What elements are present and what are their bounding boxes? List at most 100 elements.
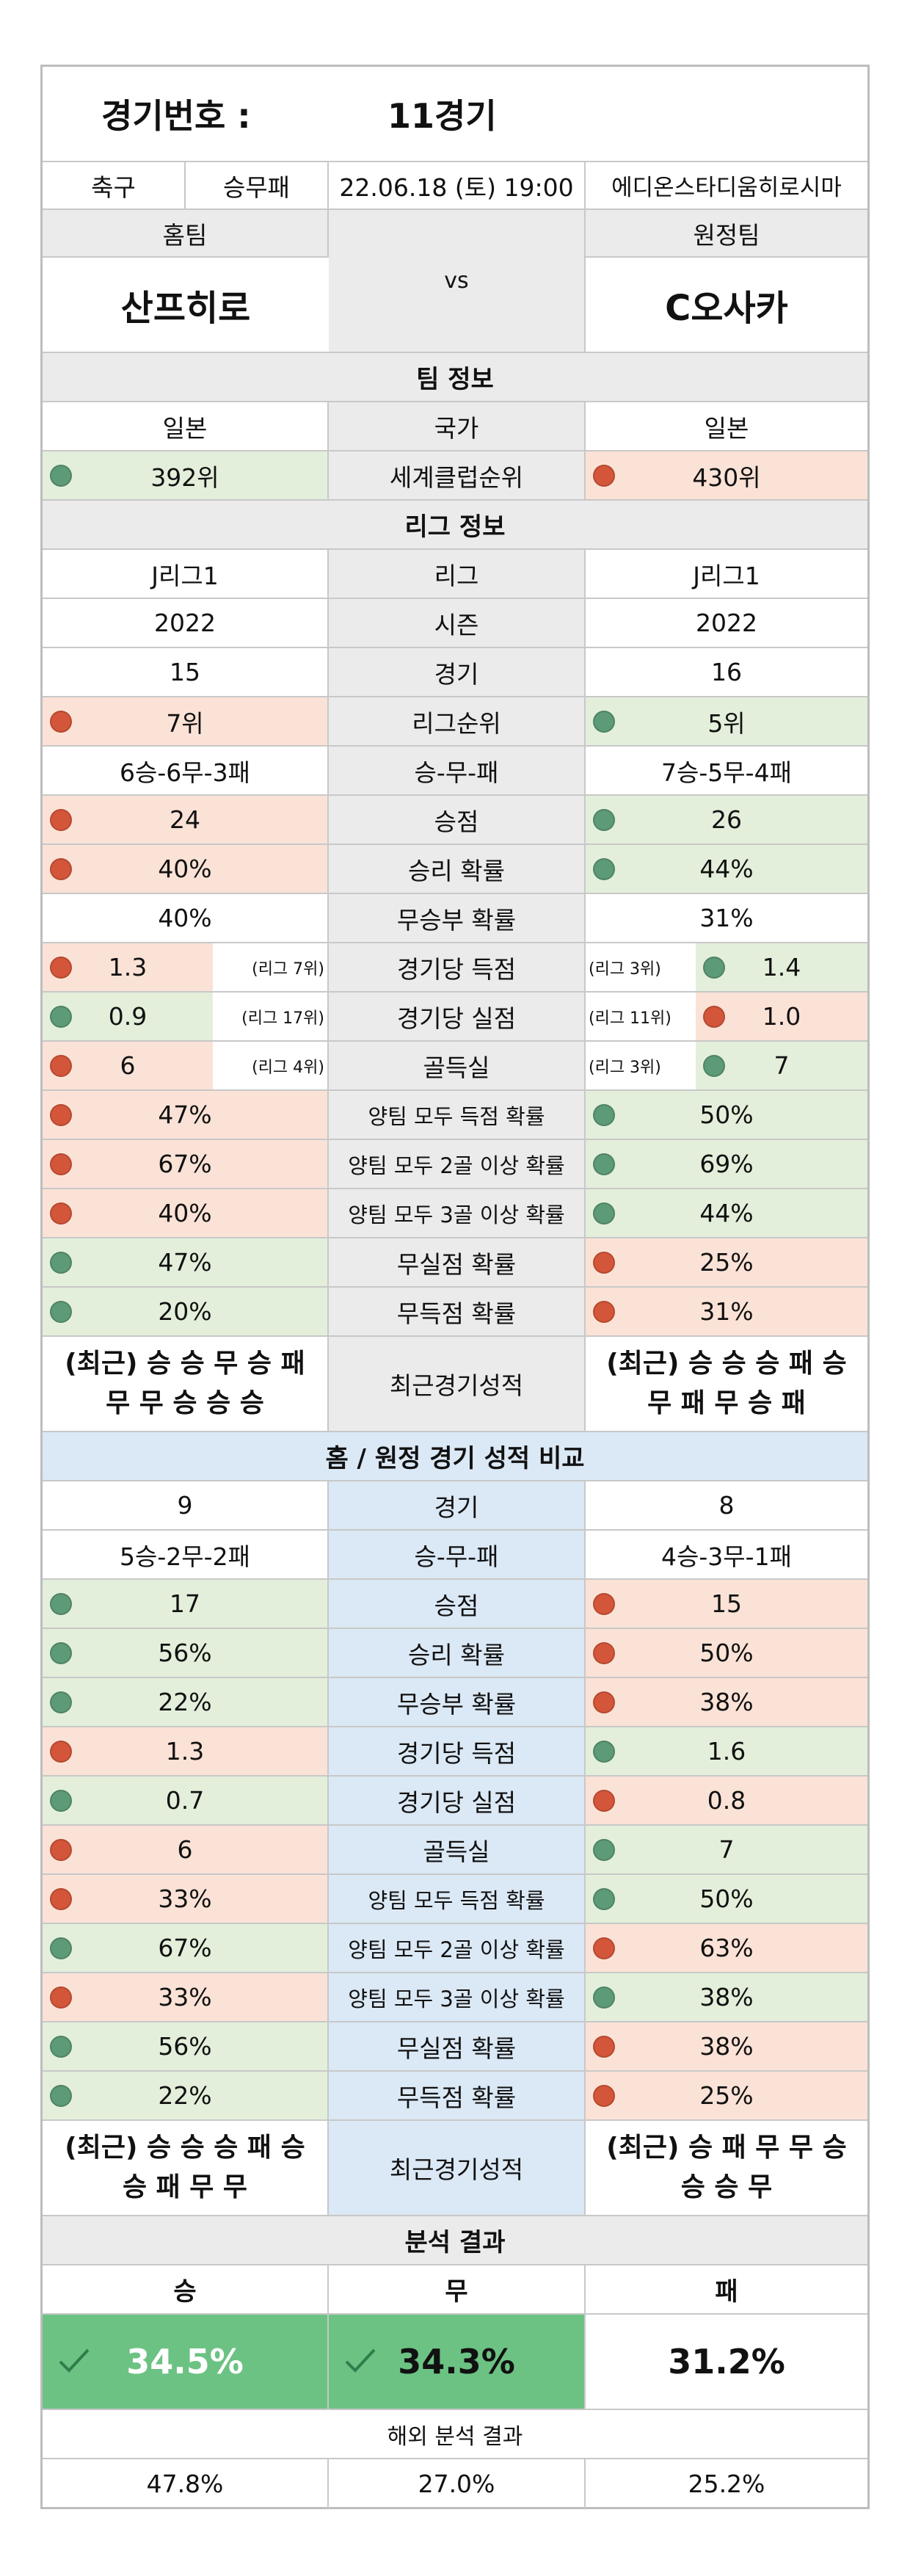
homeaway-11-label: 무실점 확률	[329, 2022, 586, 2072]
league-1-label: 시즌	[329, 599, 586, 648]
homeaway-recent-away-line2: 승 승 무	[680, 2172, 773, 2202]
league-split-0-away-rank: (리그 3위)	[589, 959, 661, 979]
homeaway-3-row: 56% 승리 확률 50%	[43, 1629, 867, 1678]
overseas-loss: 25.2%	[688, 2470, 765, 2498]
league-split-0-home-value: 1.3	[108, 953, 148, 982]
result-title: 분석 결과	[43, 2216, 867, 2265]
homeaway-8-away-value: 50%	[699, 1884, 754, 1913]
league-1-away-cell: 2022	[586, 599, 867, 648]
homeaway-recent-away-line1: (최근) 승 패 무 무 승	[606, 2133, 847, 2163]
homeaway-2-home-cell: 17	[43, 1580, 329, 1629]
homeaway-12-row: 22% 무득점 확률 25%	[43, 2072, 867, 2121]
league-prob-1-row: 67% 양팀 모두 2골 이상 확률 69%	[43, 1140, 867, 1189]
league-4-away-cell: 7승-5무-4패	[586, 747, 867, 796]
homeaway-4-away-value: 38%	[699, 1688, 754, 1716]
homeaway-7-row: 6 골득실 7	[43, 1826, 867, 1875]
league-4-home-value: 6승-6무-3패	[120, 758, 250, 787]
win-result-cell: 34.5%	[43, 2315, 329, 2410]
draw-label: 무	[329, 2265, 586, 2315]
league-5-away-value: 26	[711, 805, 742, 834]
homeaway-8-away-cell: 50%	[586, 1875, 867, 1924]
league-1-away-value: 2022	[696, 609, 757, 637]
match-analysis-card: 경기번호 : 11경기 축구 승무패 22.06.18 (토) 19:00 에디…	[40, 65, 870, 2509]
league-prob-1-label: 양팀 모두 2골 이상 확률	[329, 1140, 586, 1189]
homeaway-1-label: 승-무-패	[329, 1531, 586, 1580]
homeaway-2-label: 승점	[329, 1580, 586, 1629]
league-split-0-label: 경기당 득점	[329, 943, 586, 993]
league-split-1-home-rank: (리그 17위)	[241, 1009, 324, 1028]
league-split-1-away-value-box: 1.0	[696, 993, 867, 1040]
homeaway-6-home-indicator-dot	[50, 1789, 72, 1812]
team-info-0-row: 일본 국가 일본	[43, 402, 867, 451]
homeaway-3-home-indicator-dot	[50, 1641, 72, 1664]
league-split-1-away-rank: (리그 11위)	[589, 1009, 671, 1028]
homeaway-11-away-cell: 38%	[586, 2022, 867, 2072]
league-split-2-away-value-box: 7	[696, 1042, 867, 1089]
league-0-away-value: J리그1	[693, 561, 760, 590]
homeaway-5-away-indicator-dot	[593, 1740, 615, 1763]
league-0-away-cell: J리그1	[586, 550, 867, 599]
league-prob-4-away-cell: 31%	[586, 1288, 867, 1337]
league-prob-1-home-indicator-dot	[50, 1153, 72, 1175]
homeaway-10-away-indicator-dot	[593, 1986, 615, 2009]
loss-percentage: 31.2%	[668, 2342, 785, 2381]
homeaway-recent-label: 최근경기성적	[329, 2121, 586, 2216]
homeaway-3-home-cell: 56%	[43, 1629, 329, 1678]
league-prob-4-away-indicator-dot	[593, 1300, 615, 1323]
league-prob-4-home-cell: 20%	[43, 1288, 329, 1337]
check-icon	[59, 2348, 90, 2373]
league-split-2-label: 골득실	[329, 1042, 586, 1091]
homeaway-5-home-indicator-dot	[50, 1740, 72, 1763]
homeaway-8-home-cell: 33%	[43, 1875, 329, 1924]
homeaway-1-row: 5승-2무-2패 승-무-패 4승-3무-1패	[43, 1531, 867, 1580]
league-prob-0-home-cell: 47%	[43, 1091, 329, 1140]
league-2-home-value: 15	[170, 658, 200, 686]
homeaway-7-home-cell: 6	[43, 1826, 329, 1875]
league-split-2-away-value: 7	[774, 1051, 790, 1080]
league-split-0-away-value: 1.4	[762, 953, 801, 982]
homeaway-2-away-value: 15	[711, 1589, 742, 1618]
away-team-label: 원정팀	[586, 210, 867, 258]
homeaway-title: 홈 / 원정 경기 성적 비교	[43, 1432, 867, 1481]
league-1-row: 2022 시즌 2022	[43, 599, 867, 648]
homeaway-0-away-cell: 8	[586, 1481, 867, 1531]
league-prob-0-away-value: 50%	[699, 1100, 754, 1129]
team-info-1-home-value: 392위	[150, 462, 219, 492]
league-split-1-row: 0.9 (리그 17위) 경기당 실점 (리그 11위) 1.0	[43, 993, 867, 1042]
homeaway-0-home-value: 9	[177, 1491, 193, 1520]
league-split-0-away-cell: (리그 3위) 1.4	[586, 943, 867, 993]
league-prob-3-row: 47% 무실점 확률 25%	[43, 1238, 867, 1288]
loss-result-cell: 31.2%	[586, 2315, 867, 2410]
homeaway-6-away-indicator-dot	[593, 1789, 615, 1812]
league-recent-home-line1: (최근) 승 승 무 승 패	[65, 1349, 305, 1379]
title-row: 경기번호 : 11경기	[43, 67, 867, 162]
result-values-row: 34.5% 34.3% 31.2%	[43, 2315, 867, 2410]
league-7-row: 40% 무승부 확률 31%	[43, 894, 867, 943]
homeaway-5-home-cell: 1.3	[43, 1727, 329, 1777]
homeaway-9-home-indicator-dot	[50, 1937, 72, 1959]
league-7-label: 무승부 확률	[329, 894, 586, 943]
league-prob-2-label: 양팀 모두 3골 이상 확률	[329, 1189, 586, 1238]
league-split-1-home-indicator-dot	[50, 1005, 72, 1028]
homeaway-9-label: 양팀 모두 2골 이상 확률	[329, 1924, 586, 1973]
league-6-home-cell: 40%	[43, 845, 329, 894]
league-3-home-value: 7위	[166, 708, 204, 738]
league-split-0-home-value-box: 1.3	[43, 943, 213, 991]
homeaway-1-away-cell: 4승-3무-1패	[586, 1531, 867, 1580]
league-prob-3-home-value: 47%	[158, 1248, 212, 1277]
league-split-2-home-value: 6	[120, 1051, 136, 1080]
league-prob-0-away-cell: 50%	[586, 1091, 867, 1140]
team-info-1-away-indicator-dot	[593, 464, 615, 487]
homeaway-12-away-indicator-dot	[593, 2084, 615, 2107]
league-split-0-home-rank: (리그 7위)	[252, 959, 324, 979]
homeaway-12-away-cell: 25%	[586, 2072, 867, 2121]
homeaway-6-home-value: 0.7	[165, 1786, 205, 1815]
league-6-away-value: 44%	[699, 855, 754, 883]
league-prob-2-home-indicator-dot	[50, 1202, 72, 1224]
homeaway-12-label: 무득점 확률	[329, 2072, 586, 2121]
home-team-label: 홈팀	[43, 210, 329, 258]
homeaway-4-away-indicator-dot	[593, 1691, 615, 1713]
league-1-home-cell: 2022	[43, 599, 329, 648]
homeaway-1-home-cell: 5승-2무-2패	[43, 1531, 329, 1580]
